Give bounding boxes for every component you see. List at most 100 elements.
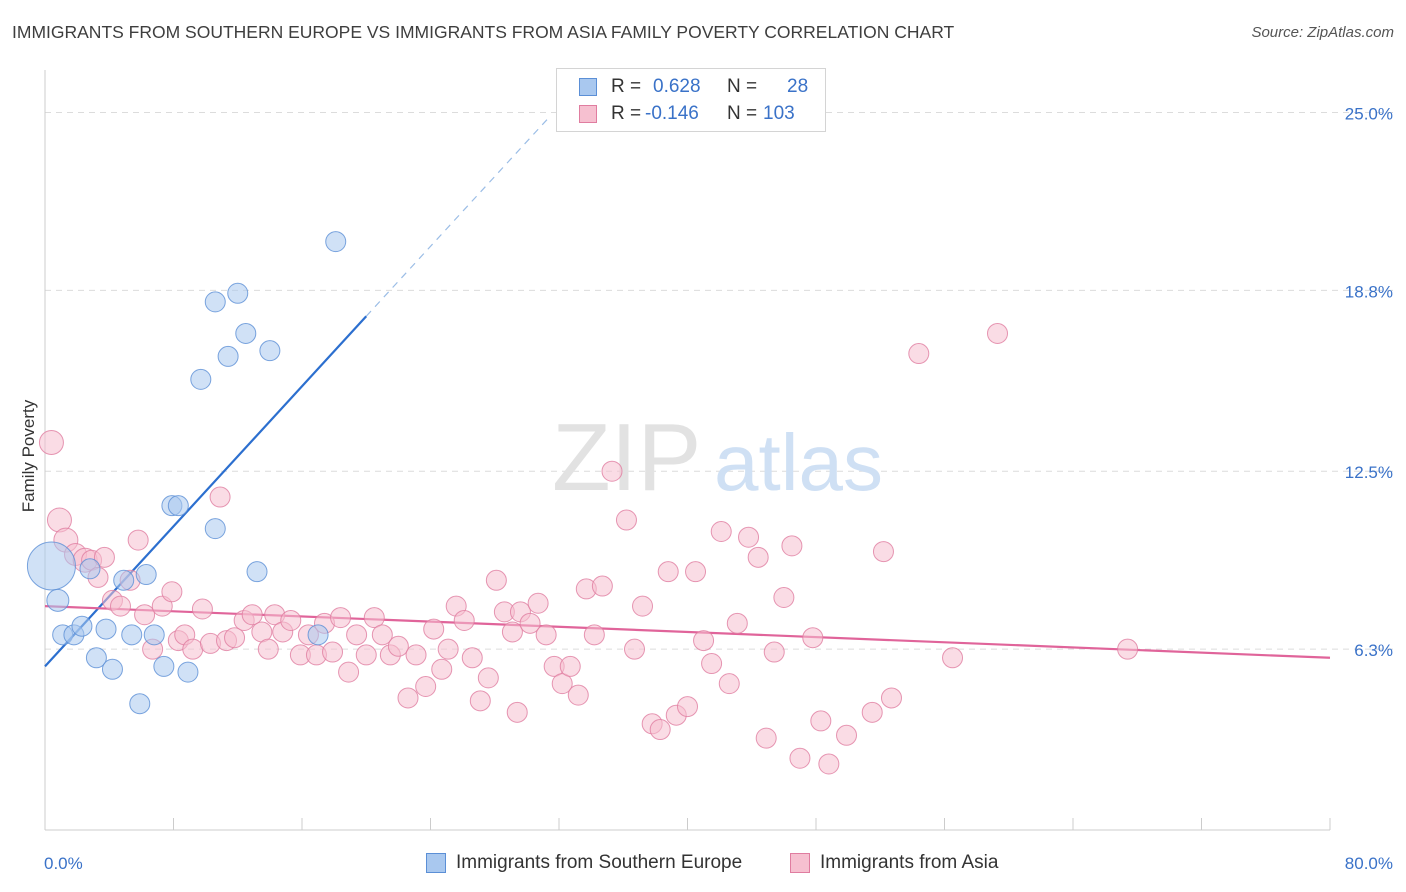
point-asia: [726, 612, 748, 634]
point-southern-europe: [129, 693, 151, 715]
point-asia: [701, 653, 723, 675]
point-asia: [623, 638, 645, 660]
point-asia: [773, 587, 795, 609]
point-southern-europe: [307, 624, 329, 646]
point-asia: [738, 526, 760, 548]
legend-n-label: N =: [727, 76, 758, 97]
point-southern-europe: [46, 588, 70, 612]
point-asia: [338, 661, 360, 683]
point-asia: [485, 569, 507, 591]
point-asia: [501, 621, 523, 643]
point-asia: [591, 575, 613, 597]
point-asia: [559, 655, 581, 677]
point-southern-europe: [177, 661, 199, 683]
point-southern-europe: [95, 618, 117, 640]
legend-n-value: 103: [763, 103, 795, 124]
point-asia: [987, 322, 1009, 344]
point-asia: [872, 541, 894, 563]
point-asia: [423, 618, 445, 640]
y-tick-label: 12.5%: [1345, 463, 1393, 482]
y-tick-label: 18.8%: [1345, 282, 1393, 301]
point-asia: [405, 644, 427, 666]
legend-n-label: N =: [727, 103, 758, 124]
chart-title: IMMIGRANTS FROM SOUTHERN EUROPE VS IMMIG…: [12, 22, 955, 42]
point-asia: [182, 638, 204, 660]
legend-row-southern-europe: R = 0.628 N = 28: [557, 73, 825, 101]
point-asia: [209, 486, 231, 508]
point-asia: [1117, 638, 1139, 660]
point-southern-europe: [325, 231, 347, 253]
point-asia: [363, 607, 385, 629]
point-asia: [161, 581, 183, 603]
watermark-zip: ZIP: [552, 404, 701, 511]
series-swatch-asia: [790, 853, 810, 873]
legend-row-asia: R = -0.146 N = 103: [557, 100, 825, 128]
point-asia: [257, 638, 279, 660]
point-southern-europe: [113, 569, 135, 591]
point-asia: [519, 612, 541, 634]
watermark-atlas: atlas: [714, 418, 883, 507]
point-asia: [693, 630, 715, 652]
point-southern-europe: [143, 624, 165, 646]
point-asia: [718, 673, 740, 695]
legend-swatch-southern-europe: [579, 78, 597, 96]
point-asia: [583, 624, 605, 646]
point-asia: [649, 719, 671, 741]
point-southern-europe: [190, 368, 212, 390]
point-asia: [818, 753, 840, 775]
legend-r-value: 0.628: [653, 76, 701, 97]
point-asia: [437, 638, 459, 660]
point-southern-europe: [259, 340, 281, 362]
point-asia: [241, 604, 263, 626]
point-southern-europe: [153, 655, 175, 677]
point-asia: [601, 460, 623, 482]
y-tick-label: 6.3%: [1354, 641, 1393, 660]
point-asia: [453, 609, 475, 631]
legend-r-label: R =: [611, 76, 642, 97]
y-tick-label: 25.0%: [1345, 104, 1393, 123]
point-asia: [415, 675, 437, 697]
point-asia: [685, 561, 707, 583]
point-asia: [346, 624, 368, 646]
point-asia: [677, 696, 698, 718]
point-asia: [632, 595, 654, 617]
point-asia: [461, 647, 483, 669]
point-southern-europe: [235, 322, 257, 344]
series-swatch-southern-europe: [426, 853, 446, 873]
point-southern-europe: [135, 564, 157, 586]
point-southern-europe: [246, 561, 268, 583]
legend-r-label: R =: [611, 103, 642, 124]
source-credit: Source: ZipAtlas.com: [1251, 24, 1394, 41]
point-southern-europe: [101, 658, 123, 680]
point-asia: [477, 667, 499, 689]
correlation-legend: R = 0.628 N = 28 R = -0.146 N = 103: [556, 68, 826, 132]
point-southern-europe: [167, 495, 189, 517]
point-asia: [38, 430, 64, 456]
point-asia: [755, 727, 777, 749]
trend-line-southern-europe-extension: [365, 114, 552, 317]
point-asia: [710, 520, 732, 542]
point-southern-europe: [217, 345, 239, 367]
point-asia: [127, 529, 149, 551]
point-asia: [802, 627, 824, 649]
point-asia: [763, 641, 785, 663]
point-asia: [789, 747, 811, 769]
series-legend: Immigrants from Southern Europe Immigran…: [0, 850, 1406, 878]
series-label: Immigrants from Southern Europe: [456, 852, 743, 873]
point-asia: [322, 641, 344, 663]
point-asia: [836, 724, 858, 746]
point-asia: [355, 644, 377, 666]
point-asia: [469, 690, 491, 712]
point-asia: [908, 343, 930, 365]
point-asia: [191, 598, 213, 620]
tick-labels: 6.3% 12.5% 18.8% 25.0% 0.0% 80.0%: [44, 104, 1393, 873]
point-asia: [330, 607, 352, 629]
point-asia: [861, 701, 883, 723]
legend-n-value: 28: [787, 76, 809, 97]
point-asia: [371, 624, 393, 646]
point-asia: [280, 609, 302, 631]
point-asia: [747, 546, 769, 568]
point-southern-europe: [204, 518, 226, 540]
point-southern-europe: [227, 282, 249, 304]
